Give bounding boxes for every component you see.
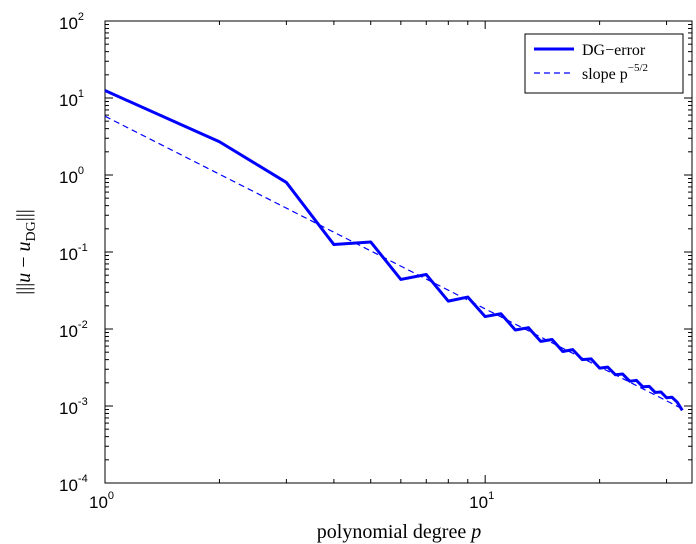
- series-line-dg-error: [104, 89, 684, 412]
- x-tick-label: 100: [89, 490, 114, 512]
- y-tick-label-base: 10: [59, 91, 78, 110]
- y-tick-label-exponent: -4: [78, 473, 88, 485]
- y-tick-label: 10-2: [59, 319, 88, 341]
- x-tick-label: 101: [469, 490, 494, 512]
- y-tick-label-exponent: -2: [78, 319, 88, 331]
- y-tick-label-base: 10: [59, 322, 78, 341]
- y-tick-label-base: 10: [59, 245, 78, 264]
- y-tick-label-base: 10: [59, 14, 78, 33]
- legend: DG−error slope p−5/2: [524, 33, 684, 94]
- y-tick-label-exponent: -3: [78, 396, 88, 408]
- y-tick-label: 10-4: [59, 473, 88, 495]
- series-line-slope-reference: [104, 115, 683, 410]
- y-tick-label: 10-3: [59, 396, 88, 418]
- y-axis-label: |||u − uDG|||: [13, 209, 39, 295]
- x-tick-label-base: 10: [89, 493, 108, 512]
- x-tick-label-base: 10: [469, 493, 488, 512]
- series-lines: [104, 89, 684, 412]
- y-tick-label: 101: [59, 88, 84, 110]
- y-tick-label-exponent: 2: [78, 11, 84, 23]
- legend-label-slope-exp: −5/2: [628, 62, 648, 74]
- legend-label-slope: slope p−5/2: [582, 62, 648, 83]
- plot-area: [104, 20, 693, 484]
- y-tick-label: 100: [59, 165, 84, 187]
- y-tick-label-exponent: 1: [78, 88, 84, 100]
- x-tick-label-exponent: 1: [488, 490, 494, 502]
- y-tick-label-base: 10: [59, 399, 78, 418]
- y-tick-label-base: 10: [59, 168, 78, 187]
- y-tick-label: 10-1: [59, 242, 88, 264]
- legend-label-dg-error: DG−error: [582, 42, 646, 59]
- x-axis-label: polynomial degree p: [317, 521, 481, 543]
- y-tick-label-exponent: -1: [78, 242, 88, 254]
- x-tick-label-exponent: 0: [108, 490, 114, 502]
- y-tick-label-exponent: 0: [78, 165, 84, 177]
- legend-box: [524, 33, 684, 94]
- y-tick-label: 102: [59, 11, 84, 33]
- y-tick-label-base: 10: [59, 476, 78, 495]
- legend-label-slope-base: slope p: [582, 66, 628, 83]
